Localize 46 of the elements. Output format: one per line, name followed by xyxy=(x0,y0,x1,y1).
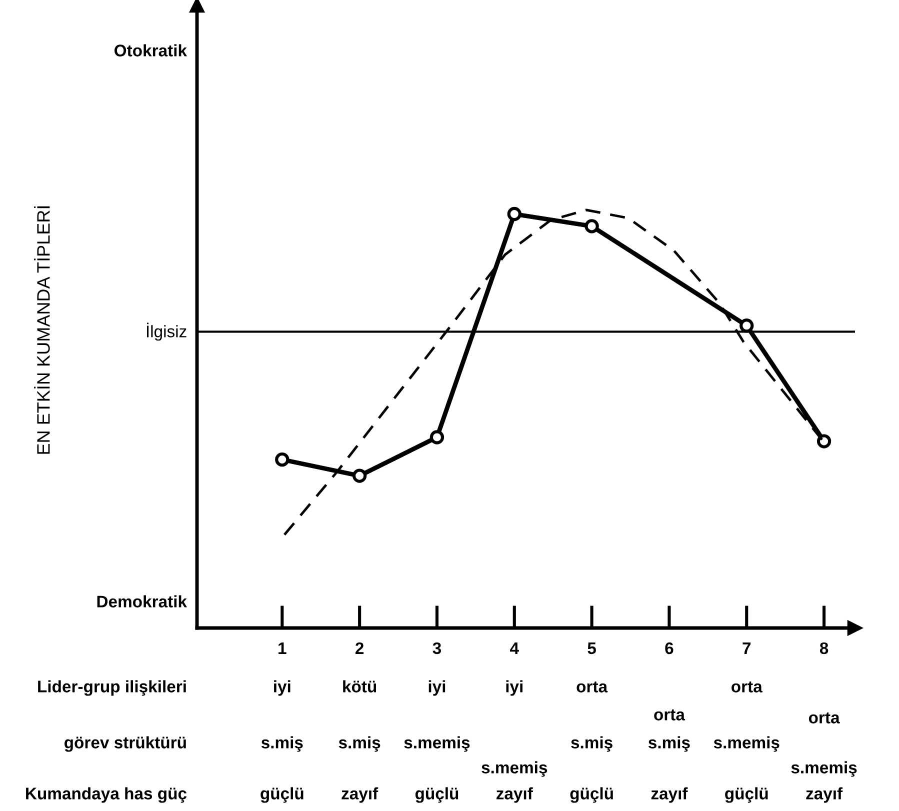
ref-line-label: İlgisiz xyxy=(146,322,186,341)
point xyxy=(352,468,367,483)
text: iyi xyxy=(428,680,446,696)
text: iyi xyxy=(274,680,290,696)
text: s.miş xyxy=(571,736,612,752)
text: güçlü xyxy=(415,787,458,803)
text: s.memiş xyxy=(791,761,857,777)
text: s.miş xyxy=(338,736,380,752)
x-tick-label: 7 xyxy=(742,642,751,654)
text: zayıf xyxy=(496,787,533,803)
x-tick-label: 2 xyxy=(356,642,364,654)
text: s.memiş xyxy=(714,736,780,752)
text: görev strüktürü xyxy=(64,736,186,752)
text: Lider-grup ilişkileri xyxy=(38,680,186,696)
text: kötü xyxy=(343,680,376,692)
text: Demokratik xyxy=(97,595,188,608)
text: orta xyxy=(654,709,686,720)
text: Kumandaya has güç xyxy=(26,787,187,803)
text: zayıf xyxy=(651,787,688,803)
point xyxy=(816,434,832,448)
text: zayıf xyxy=(342,787,378,803)
text: orta xyxy=(808,712,840,724)
text: s.miş xyxy=(261,736,303,752)
x-tick-label: 1 xyxy=(278,642,286,654)
x-tick-label: 4 xyxy=(510,642,519,654)
text: güçlü xyxy=(260,787,304,803)
point xyxy=(275,452,290,467)
point xyxy=(430,430,444,444)
text: s.miş xyxy=(648,736,690,752)
text: orta xyxy=(576,681,608,692)
text: EN ETKİN KUMANDA TİPLERİ xyxy=(34,206,50,454)
text: orta xyxy=(732,681,762,692)
point xyxy=(740,318,754,333)
text: güçlü xyxy=(725,787,768,803)
x-tick-label: 8 xyxy=(820,642,828,654)
point xyxy=(507,206,522,222)
x-tick-label: 3 xyxy=(432,642,442,654)
text: Otokratik xyxy=(114,44,188,56)
text: iyi xyxy=(506,680,522,696)
text: güçlü xyxy=(570,787,613,803)
x-tick-label: 5 xyxy=(588,642,596,654)
text: s.memiş xyxy=(404,736,470,752)
text: zayıf xyxy=(806,787,843,803)
text: s.memiş xyxy=(482,761,548,777)
x-tick-label: 6 xyxy=(665,642,674,654)
point xyxy=(584,219,599,234)
